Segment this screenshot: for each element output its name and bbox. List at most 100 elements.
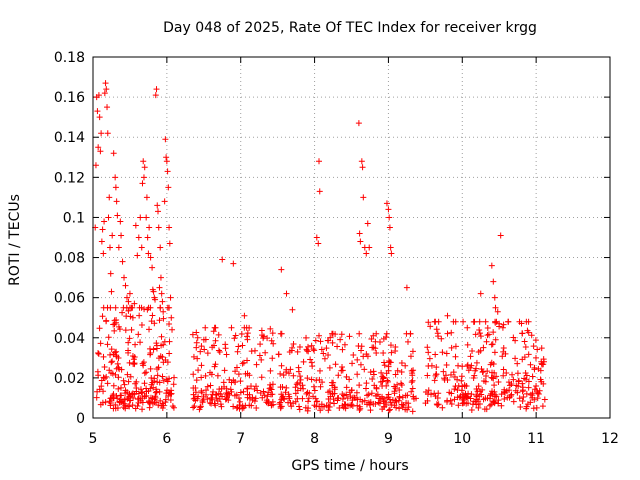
x-tick-label: 12 [601, 431, 619, 447]
data-point [369, 376, 376, 383]
data-point [384, 378, 391, 385]
data-point [355, 342, 362, 349]
data-point [257, 341, 264, 348]
data-point [396, 405, 403, 412]
x-tick-label: 9 [384, 431, 393, 447]
data-point [530, 405, 537, 412]
data-point [427, 323, 434, 330]
data-point [339, 367, 346, 374]
data-point [277, 370, 284, 377]
data-point [258, 356, 265, 363]
data-point [478, 365, 485, 372]
data-point [132, 341, 139, 348]
data-point [125, 307, 132, 314]
data-point [433, 371, 440, 378]
data-point [160, 308, 167, 315]
data-point [97, 401, 104, 408]
data-point [126, 403, 133, 410]
data-point [373, 349, 380, 356]
data-point [482, 378, 489, 385]
data-point [115, 244, 122, 251]
data-point [403, 399, 410, 406]
data-point [114, 395, 121, 402]
data-point [525, 329, 532, 336]
data-point [356, 230, 363, 237]
data-point [459, 400, 466, 407]
data-point [385, 407, 392, 414]
data-point [107, 270, 114, 277]
data-point [211, 400, 218, 407]
data-point [156, 388, 163, 395]
data-point [134, 252, 141, 259]
data-point [499, 324, 506, 331]
data-point [488, 262, 495, 269]
data-point [468, 391, 475, 398]
data-point [103, 373, 110, 380]
data-point [500, 366, 507, 373]
data-point [396, 386, 403, 393]
data-point [496, 320, 503, 327]
data-point [164, 387, 171, 394]
data-point [99, 313, 106, 320]
data-point [450, 369, 457, 376]
data-point [143, 388, 150, 395]
data-point [159, 400, 166, 407]
data-point [211, 363, 218, 370]
data-point [163, 158, 170, 165]
data-point [299, 395, 306, 402]
data-point [226, 376, 233, 383]
data-point [409, 385, 416, 392]
data-point [170, 381, 177, 388]
data-point [392, 385, 399, 392]
data-point [512, 355, 519, 362]
data-point [317, 338, 324, 345]
data-point [146, 224, 153, 231]
data-point [461, 395, 468, 402]
data-point [102, 80, 109, 87]
data-point [394, 381, 401, 388]
y-tick-label: 0.06 [54, 291, 85, 307]
data-point [227, 386, 234, 393]
x-tick-label: 7 [236, 431, 245, 447]
data-point [221, 367, 228, 374]
data-point [491, 382, 498, 389]
data-point [383, 334, 390, 341]
data-point [154, 365, 161, 372]
data-point [385, 367, 392, 374]
data-point [212, 337, 219, 344]
x-tick-label: 10 [453, 431, 471, 447]
data-point [191, 403, 198, 410]
data-point [475, 404, 482, 411]
data-point [258, 327, 265, 334]
data-point [105, 214, 112, 221]
data-point [523, 372, 530, 379]
data-point [303, 334, 310, 341]
data-point [309, 363, 316, 370]
data-point [354, 371, 361, 378]
data-point [388, 349, 395, 356]
data-point [465, 400, 472, 407]
data-point [489, 391, 496, 398]
data-point [343, 384, 350, 391]
data-point [139, 180, 146, 187]
data-point [108, 359, 115, 366]
data-point [280, 372, 287, 379]
data-point [252, 395, 259, 402]
data-point [290, 372, 297, 379]
data-point [358, 347, 365, 354]
data-point [96, 114, 103, 121]
data-point [109, 370, 116, 377]
data-point [491, 349, 498, 356]
data-point [458, 373, 465, 380]
data-point [299, 382, 306, 389]
data-point [155, 364, 162, 371]
data-point [456, 394, 463, 401]
data-point [152, 296, 159, 303]
y-tick-label: 0.02 [54, 371, 85, 387]
data-point [356, 403, 363, 410]
data-point [367, 401, 374, 408]
data-point [305, 395, 312, 402]
data-point [104, 341, 111, 348]
data-point [95, 372, 102, 379]
data-point [455, 402, 462, 409]
